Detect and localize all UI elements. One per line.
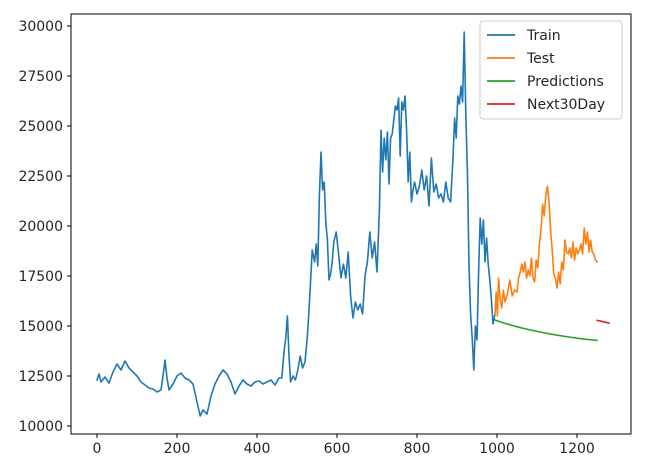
x-axis: 0 200 400 600 800 1000 1200 [93,434,595,457]
y-axis: 10000 12500 15000 17500 20000 22500 25000 27500… [18,19,71,435]
x-tick-label: 0 [93,441,102,457]
legend-frame [479,20,623,120]
plot-lines [95,31,610,417]
legend: Train Test Predictions Next30Day [479,20,623,120]
series-line-train [95,31,496,417]
x-tick-label: 400 [244,441,271,457]
y-tick-label: 10000 [18,419,63,435]
y-tick-label: 15000 [18,319,63,335]
y-tick-label: 20000 [18,219,63,235]
y-tick-label: 30000 [18,19,63,35]
series-line-predictions [493,318,598,342]
y-tick-label: 27500 [18,69,63,85]
legend-label-train: Train [526,28,561,44]
x-tick-label: 200 [164,441,191,457]
axes-frame [70,13,632,435]
y-tick-label: 22500 [18,169,63,185]
y-tick-label: 12500 [18,369,63,385]
y-tick-label: 17500 [18,269,63,285]
x-tick-label: 1000 [479,441,515,457]
legend-label-next30day: Next30Day [527,97,605,113]
legend-label-test: Test [526,51,555,67]
series-line-test [494,185,599,317]
y-tick-label: 25000 [18,119,63,135]
legend-label-predictions: Predictions [527,74,604,90]
x-tick-label: 1200 [559,441,595,457]
x-tick-label: 600 [324,441,351,457]
series-line-next30day [596,319,610,324]
x-tick-label: 800 [404,441,431,457]
